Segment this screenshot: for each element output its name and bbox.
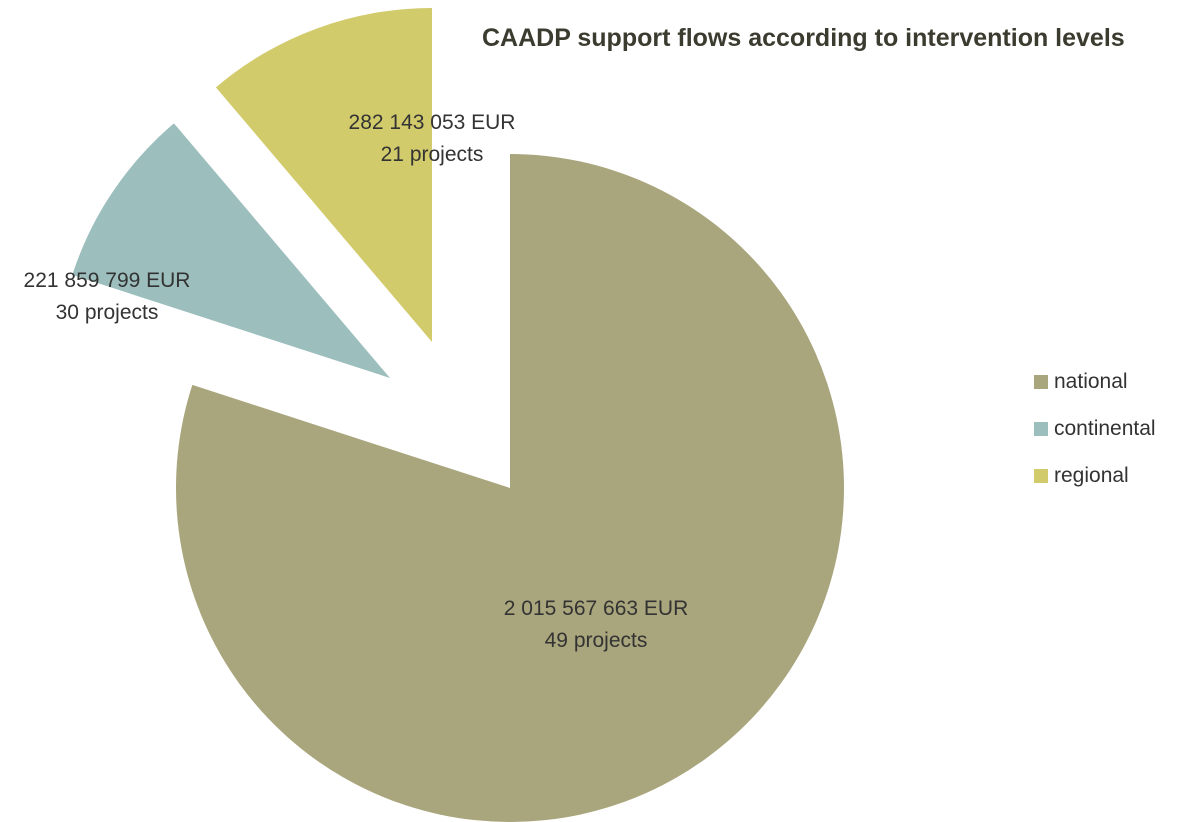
- projects-label-regional: 21 projects: [380, 143, 484, 166]
- legend-label-regional: regional: [1054, 463, 1129, 487]
- legend-item-national: national: [1034, 358, 1156, 405]
- pie-slice-continental: [72, 123, 391, 379]
- amount-label-continental: 221 859 799 EUR: [23, 269, 191, 292]
- projects-label-continental: 30 projects: [55, 301, 159, 324]
- legend-label-continental: continental: [1054, 416, 1156, 440]
- legend-item-continental: continental: [1034, 405, 1156, 452]
- amount-label-national: 2 015 567 663 EUR: [503, 597, 689, 620]
- legend-swatch-national: [1034, 374, 1048, 389]
- pie-slice-regional: [215, 8, 432, 342]
- legend-swatch-continental: [1034, 421, 1048, 436]
- chart-title: CAADP support flows according to interve…: [482, 24, 1125, 52]
- legend-label-national: national: [1054, 369, 1128, 393]
- data-label-continental: 221 859 799 EUR 30 projects: [24, 265, 191, 329]
- data-label-national: 2 015 567 663 EUR 49 projects: [504, 593, 688, 657]
- pie-slice-national: [176, 154, 844, 822]
- legend-item-regional: regional: [1034, 452, 1156, 499]
- amount-label-regional: 282 143 053 EUR: [348, 111, 516, 134]
- data-label-regional: 282 143 053 EUR 21 projects: [349, 107, 516, 171]
- legend: national continental regional: [1034, 358, 1156, 499]
- legend-swatch-regional: [1034, 468, 1048, 483]
- projects-label-national: 49 projects: [544, 629, 648, 652]
